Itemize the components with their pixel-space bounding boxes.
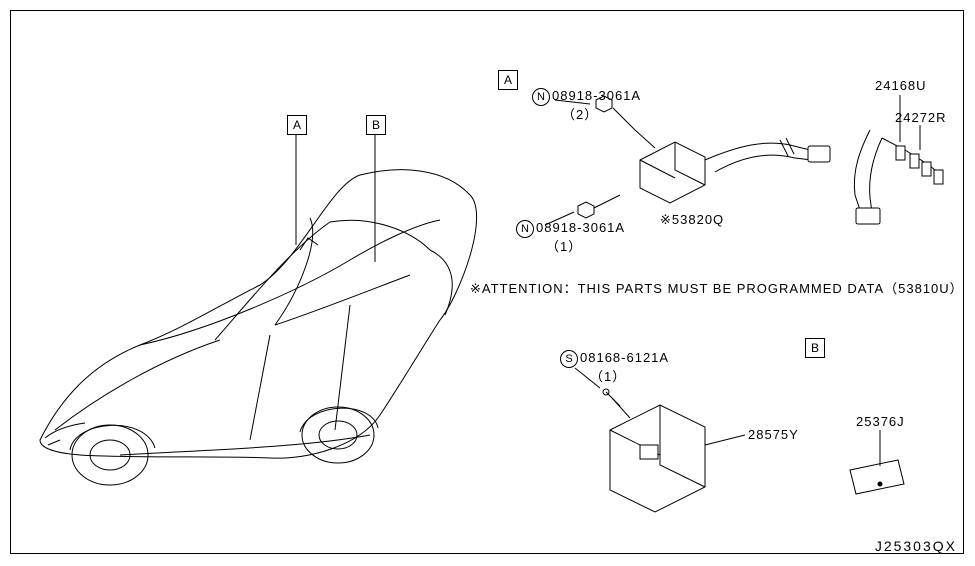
callout-08918-1: 08918-3061A	[536, 220, 625, 235]
callout-24168u: 24168U	[875, 78, 927, 93]
region-label-b: B	[372, 118, 380, 132]
marker-n-1-text: N	[537, 91, 545, 103]
region-label-a: A	[293, 118, 301, 132]
marker-n-1: N	[532, 88, 550, 106]
callout-08168-qty: （1）	[590, 366, 626, 385]
attention-text: ※ATTENTION：THIS PARTS MUST BE PROGRAMMED…	[470, 278, 964, 297]
callout-25376j: 25376J	[856, 414, 905, 429]
callout-08918-2: 08918-3061A	[552, 88, 641, 103]
callout-08918-1-qty: （1）	[546, 236, 582, 255]
marker-s-text: S	[565, 353, 572, 365]
diagram-code: J25303QX	[875, 538, 957, 554]
callout-08918-2-qty: （2）	[562, 104, 598, 123]
region-box-a-car: A	[287, 115, 307, 135]
region-label-a2: A	[504, 73, 512, 87]
region-box-b-car: B	[366, 115, 386, 135]
callout-28575y: 28575Y	[748, 427, 799, 442]
region-box-a-detail: A	[498, 70, 518, 90]
region-label-b2: B	[811, 341, 819, 355]
marker-n-2: N	[516, 220, 534, 238]
marker-n-2-text: N	[521, 223, 529, 235]
marker-s: S	[560, 350, 578, 368]
region-box-b-detail: B	[805, 338, 825, 358]
callout-53820q: ※53820Q	[660, 212, 724, 228]
callout-08168: 08168-6121A	[580, 350, 669, 365]
callout-24272r: 24272R	[895, 110, 947, 125]
